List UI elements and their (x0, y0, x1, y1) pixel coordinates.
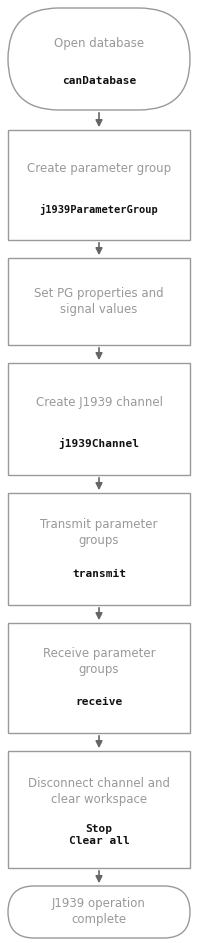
Text: Stop
Clear all: Stop Clear all (69, 824, 129, 847)
FancyBboxPatch shape (8, 493, 190, 605)
Text: Set PG properties and
signal values: Set PG properties and signal values (34, 287, 164, 316)
FancyBboxPatch shape (8, 886, 190, 938)
Text: j1939ParameterGroup: j1939ParameterGroup (40, 204, 158, 215)
Text: Receive parameter
groups: Receive parameter groups (43, 647, 155, 676)
Text: j1939Channel: j1939Channel (58, 438, 140, 449)
Text: Create J1939 channel: Create J1939 channel (35, 396, 163, 408)
FancyBboxPatch shape (8, 751, 190, 868)
Text: J1939 operation
complete: J1939 operation complete (52, 898, 146, 927)
Text: Open database: Open database (54, 37, 144, 50)
Text: Transmit parameter
groups: Transmit parameter groups (40, 518, 158, 547)
Text: canDatabase: canDatabase (62, 76, 136, 87)
Text: Create parameter group: Create parameter group (27, 162, 171, 175)
FancyBboxPatch shape (8, 623, 190, 733)
FancyBboxPatch shape (8, 8, 190, 110)
FancyBboxPatch shape (8, 130, 190, 240)
Text: transmit: transmit (72, 569, 126, 579)
Text: receive: receive (75, 697, 123, 707)
FancyBboxPatch shape (8, 258, 190, 345)
Text: Disconnect channel and
clear workspace: Disconnect channel and clear workspace (28, 777, 170, 806)
FancyBboxPatch shape (8, 363, 190, 475)
